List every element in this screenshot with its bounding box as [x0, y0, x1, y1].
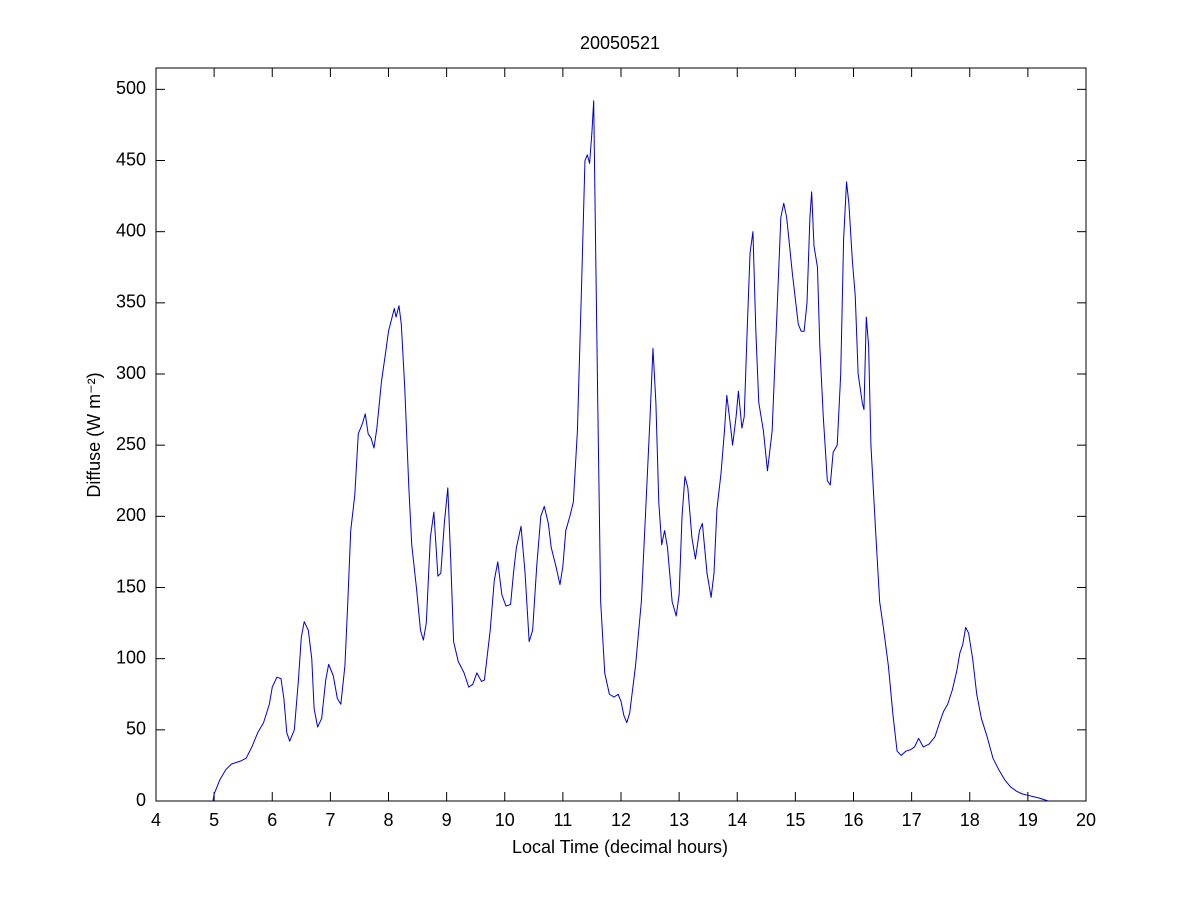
y-tick-label: 250 [116, 434, 146, 454]
y-tick-label: 0 [136, 790, 146, 810]
y-tick-label: 150 [116, 576, 146, 596]
x-tick-label: 17 [902, 810, 922, 830]
x-tick-label: 7 [325, 810, 335, 830]
x-tick-label: 15 [785, 810, 805, 830]
x-tick-label: 19 [1018, 810, 1038, 830]
y-tick-label: 300 [116, 363, 146, 383]
y-tick-label: 50 [126, 719, 146, 739]
y-tick-label: 350 [116, 292, 146, 312]
x-tick-label: 5 [209, 810, 219, 830]
x-tick-label: 4 [151, 810, 161, 830]
y-tick-label: 500 [116, 78, 146, 98]
x-tick-label: 12 [611, 810, 631, 830]
x-tick-label: 10 [495, 810, 515, 830]
y-tick-label: 400 [116, 220, 146, 240]
y-tick-label: 450 [116, 149, 146, 169]
x-tick-label: 8 [383, 810, 393, 830]
plot-area [155, 67, 1087, 802]
x-tick-label: 11 [554, 810, 573, 830]
x-tick-label: 18 [960, 810, 980, 830]
x-tick-label: 9 [442, 810, 452, 830]
y-tick-label: 200 [116, 505, 146, 525]
x-tick-label: 6 [267, 810, 277, 830]
x-tick-label: 20 [1076, 810, 1096, 830]
chart-title: 20050521 [580, 33, 660, 53]
x-axis-label: Local Time (decimal hours) [512, 837, 728, 857]
y-tick-label: 100 [116, 647, 146, 667]
data-line [212, 100, 1049, 802]
y-axis-label: Diffuse (W m⁻²) [84, 372, 104, 497]
x-tick-label: 14 [727, 810, 747, 830]
x-tick-label: 13 [669, 810, 689, 830]
x-tick-label: 16 [843, 810, 863, 830]
